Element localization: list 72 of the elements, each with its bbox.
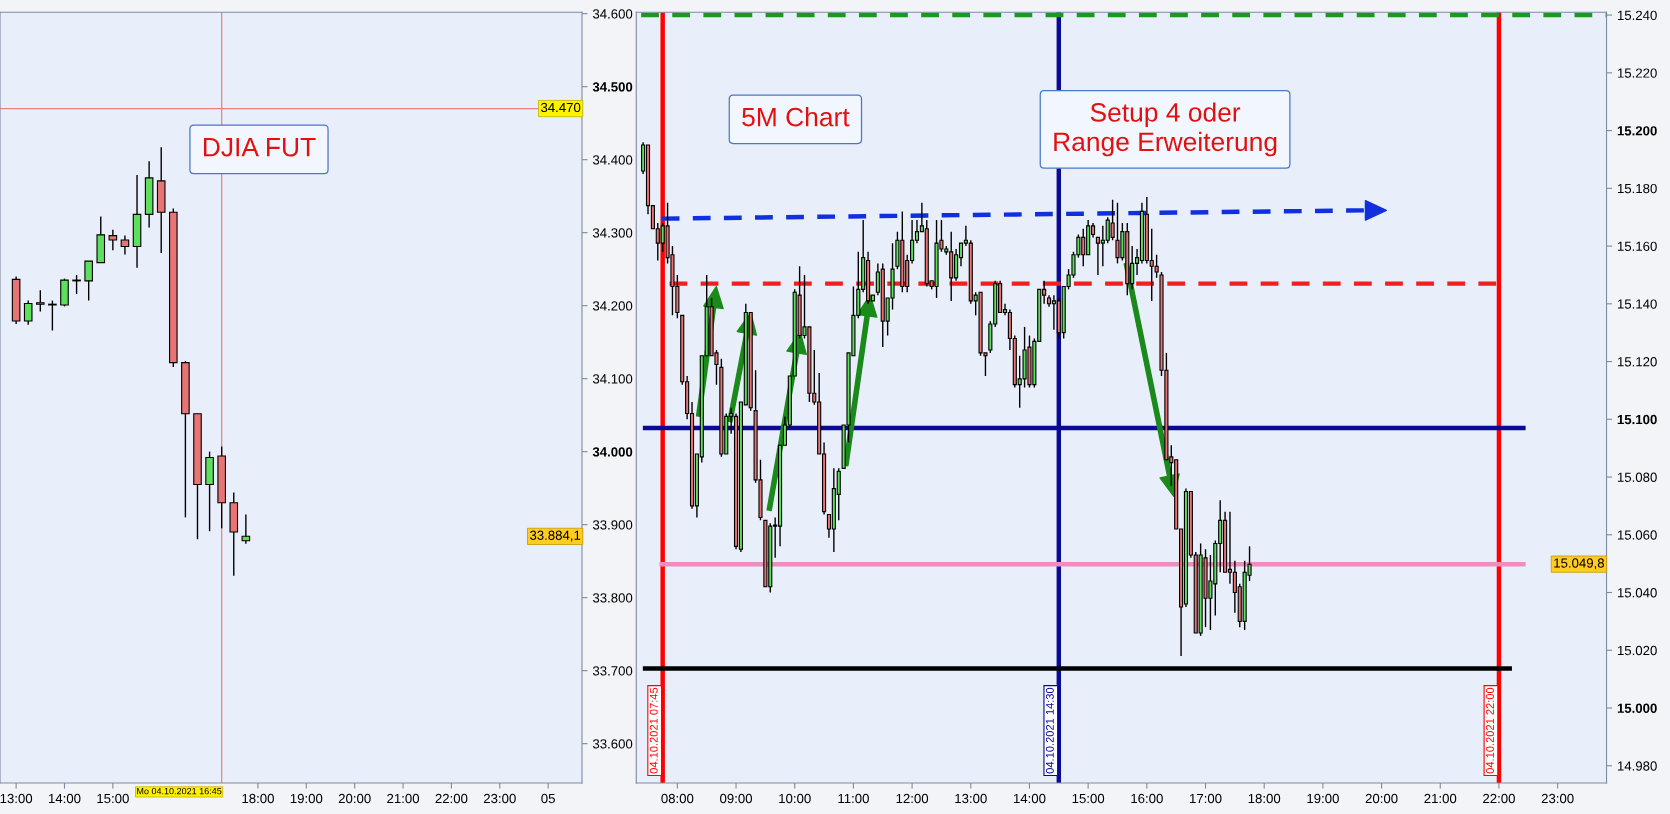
x-tick-label: 23:00 xyxy=(483,793,516,804)
x-tick-label: 14:00 xyxy=(1013,793,1046,804)
y-tick-label: 34.000 xyxy=(592,447,633,457)
x-tick-label: 18:00 xyxy=(242,793,274,804)
x-tick-label: 12:00 xyxy=(896,793,929,804)
x-tick-label: 10:00 xyxy=(779,793,811,804)
y-tick-label: 15.200 xyxy=(1617,126,1657,136)
y-tick-label: 15.040 xyxy=(1617,588,1657,598)
annotation: Setup 4 oder Range Erweiterung xyxy=(1054,102,1277,157)
y-tick-label: 15.020 xyxy=(1617,645,1657,656)
y-tick-label: 15.100 xyxy=(1617,414,1657,425)
ref-line-label: 04.10.2021 07:45 xyxy=(649,687,658,774)
x-tick-label: 20:00 xyxy=(338,793,371,804)
y-tick-label: 15.140 xyxy=(1617,299,1657,309)
y-tick-label: 14.980 xyxy=(1617,761,1657,771)
y-tick-label: 15.060 xyxy=(1617,530,1657,540)
y-tick-label: 15.160 xyxy=(1617,241,1657,251)
candlestick xyxy=(84,260,93,302)
x-tick-label: 13:00 xyxy=(0,793,33,804)
x-tick-label: 17:00 xyxy=(1190,793,1222,804)
y-tick-label: 15.000 xyxy=(1617,703,1657,713)
annotation: 33.884,1 xyxy=(529,530,581,542)
y-tick-label: 34.300 xyxy=(592,228,633,238)
x-tick-label: 13:00 xyxy=(955,793,987,804)
candlestick xyxy=(120,234,130,256)
x-tick-label: 09:00 xyxy=(720,793,753,804)
candlestick xyxy=(1154,254,1159,279)
annotation: DJIA FUT xyxy=(203,138,316,157)
x-tick-label: 19:00 xyxy=(290,793,323,804)
x-tick-label: 20:00 xyxy=(1365,793,1398,804)
y-tick-label: 34.200 xyxy=(592,301,633,311)
y-tick-label: 15.240 xyxy=(1617,10,1657,21)
x-tick-label: 22:00 xyxy=(1483,793,1515,804)
annotation: 5M Chart xyxy=(742,107,850,127)
annotation: 15.049,8 xyxy=(1554,558,1605,570)
y-tick-label: 15.080 xyxy=(1617,472,1657,482)
x-tick-label: 11:00 xyxy=(838,793,869,804)
x-tick-label: 15:00 xyxy=(1072,793,1105,804)
x-tick-label: 14:00 xyxy=(48,793,81,804)
x-tick-label: 15:00 xyxy=(97,793,129,804)
y-tick-label: 33.800 xyxy=(592,593,633,603)
candlestick xyxy=(108,229,118,251)
x-tick-label: 05 xyxy=(541,793,555,804)
ref-line-label: 04.10.2021 14:30 xyxy=(1045,687,1054,774)
x-tick-label: 19:00 xyxy=(1307,793,1339,804)
candlestick xyxy=(72,274,81,295)
x-tick-label: 08:00 xyxy=(661,793,694,804)
y-tick-label: 34.400 xyxy=(592,155,633,165)
y-tick-label: 15.120 xyxy=(1617,357,1657,367)
x-tick-label: 22:00 xyxy=(435,793,468,804)
y-tick-label: 15.180 xyxy=(1617,183,1657,194)
text: Mo 04.10.2021 16:45 xyxy=(137,787,222,795)
y-tick-label: 34.100 xyxy=(592,374,633,384)
candlestick xyxy=(1110,199,1115,241)
x-tick-label: 21:00 xyxy=(387,793,420,804)
x-tick-label: 23:00 xyxy=(1541,793,1574,804)
ref-line-label: 04.10.2021 22:00 xyxy=(1486,687,1494,774)
candlestick xyxy=(23,299,33,326)
ref-line-label: 34.470 xyxy=(540,102,581,113)
y-tick-label: 33.600 xyxy=(592,739,633,749)
candlestick xyxy=(36,289,45,313)
candlestick xyxy=(241,513,251,545)
y-tick-label: 33.900 xyxy=(592,520,633,530)
y-tick-label: 33.700 xyxy=(592,666,633,676)
y-tick-label: 15.220 xyxy=(1617,68,1657,78)
y-tick-label: 34.600 xyxy=(592,9,633,19)
x-tick-label: 18:00 xyxy=(1248,793,1281,804)
candlestick xyxy=(1095,236,1101,276)
x-tick-label: 21:00 xyxy=(1424,793,1457,804)
x-tick-label: 16:00 xyxy=(1131,793,1163,804)
candlestick xyxy=(48,299,57,332)
y-tick-label: 34.500 xyxy=(592,82,633,92)
